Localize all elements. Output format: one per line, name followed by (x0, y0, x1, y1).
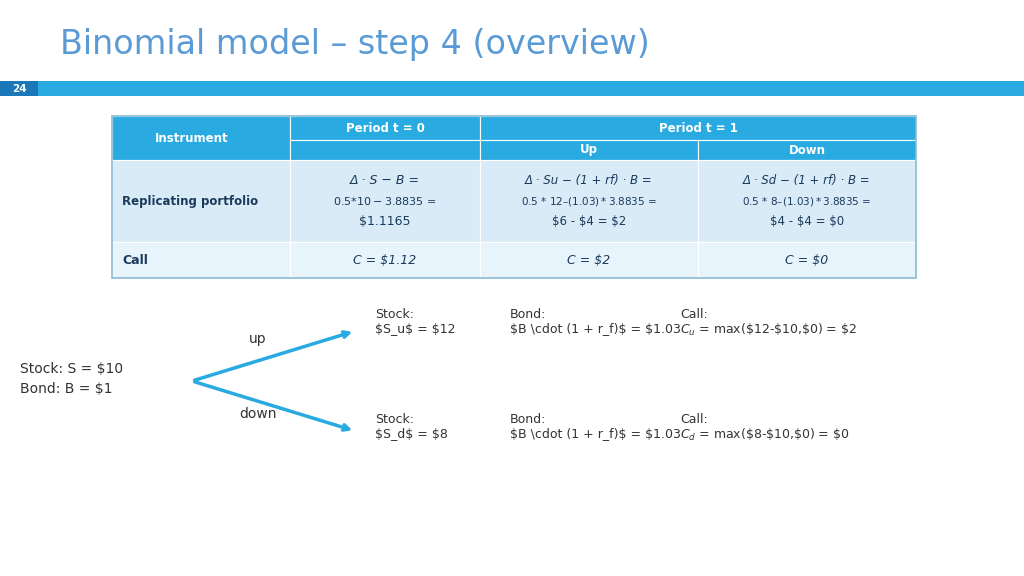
FancyBboxPatch shape (290, 160, 480, 242)
Text: Replicating portfolio: Replicating portfolio (122, 195, 258, 207)
Text: Period t = 1: Period t = 1 (658, 122, 737, 135)
Text: C = $0: C = $0 (785, 253, 828, 267)
FancyBboxPatch shape (112, 116, 290, 160)
FancyBboxPatch shape (480, 140, 698, 160)
FancyBboxPatch shape (480, 242, 698, 278)
Text: $C_d$ = max(\$8-\$10,\$0) = \$0: $C_d$ = max(\$8-\$10,\$0) = \$0 (680, 427, 850, 443)
Text: Stock:: Stock: (375, 413, 414, 426)
FancyBboxPatch shape (698, 160, 916, 242)
Text: Instrument: Instrument (156, 131, 229, 145)
FancyBboxPatch shape (290, 140, 480, 160)
Text: $4 - $4 = $0: $4 - $4 = $0 (770, 215, 844, 228)
Text: 0.5 * $12 – (1.03) * $3.8835 =: 0.5 * $12 – (1.03) * $3.8835 = (521, 195, 657, 207)
Text: 0.5 * $8 – (1.03) * $3.8835 =: 0.5 * $8 – (1.03) * $3.8835 = (742, 195, 871, 207)
Text: $1.1165: $1.1165 (359, 215, 411, 228)
Text: Call: Call (122, 253, 147, 267)
Text: Bond:: Bond: (510, 308, 547, 321)
FancyBboxPatch shape (480, 160, 698, 242)
Text: Down: Down (788, 143, 825, 157)
Text: $C_u$ = max(\$12-\$10,\$0) = \$2: $C_u$ = max(\$12-\$10,\$0) = \$2 (680, 322, 857, 338)
FancyBboxPatch shape (480, 116, 916, 140)
Text: C = $2: C = $2 (567, 253, 610, 267)
FancyBboxPatch shape (0, 81, 38, 96)
Text: $6 - $4 = $2: $6 - $4 = $2 (552, 215, 626, 228)
FancyBboxPatch shape (112, 242, 290, 278)
Text: 0.5*$10 - $3.8835 =: 0.5*$10 - $3.8835 = (333, 195, 436, 207)
FancyBboxPatch shape (698, 140, 916, 160)
FancyBboxPatch shape (0, 81, 1024, 96)
Text: Period t = 0: Period t = 0 (345, 122, 424, 135)
Text: Stock: S = $10: Stock: S = $10 (20, 362, 123, 376)
Text: Stock:: Stock: (375, 308, 414, 321)
Text: Bond: B = $1: Bond: B = $1 (20, 382, 113, 396)
Text: Binomial model – step 4 (overview): Binomial model – step 4 (overview) (60, 28, 650, 61)
Text: up: up (249, 332, 267, 346)
Text: Up: Up (580, 143, 598, 157)
Text: $B \cdot (1 + r_f)$ = $1.03: $B \cdot (1 + r_f)$ = $1.03 (510, 427, 681, 440)
FancyBboxPatch shape (290, 116, 480, 140)
FancyBboxPatch shape (698, 242, 916, 278)
Text: Bond:: Bond: (510, 413, 547, 426)
Text: $S_u$ = $12: $S_u$ = $12 (375, 322, 456, 335)
Text: Call:: Call: (680, 308, 708, 321)
FancyBboxPatch shape (112, 160, 290, 242)
Text: $B \cdot (1 + r_f)$ = $1.03: $B \cdot (1 + r_f)$ = $1.03 (510, 322, 681, 335)
Text: down: down (240, 407, 276, 421)
Text: Δ · Sd − (1 + rf) · B =: Δ · Sd − (1 + rf) · B = (743, 174, 870, 187)
Text: 24: 24 (11, 84, 27, 93)
FancyBboxPatch shape (290, 242, 480, 278)
Text: C = $1.12: C = $1.12 (353, 253, 417, 267)
Text: Δ · S − B =: Δ · S − B = (350, 174, 420, 187)
Text: $S_d$ = $8: $S_d$ = $8 (375, 427, 447, 440)
Text: Call:: Call: (680, 413, 708, 426)
Text: Δ · Su − (1 + rf) · B =: Δ · Su − (1 + rf) · B = (525, 174, 653, 187)
